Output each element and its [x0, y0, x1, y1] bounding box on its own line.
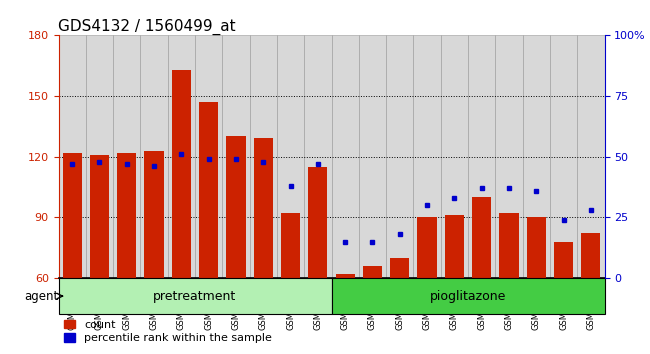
Bar	[526, 217, 546, 278]
Bar	[222, 35, 250, 278]
Bar	[523, 35, 550, 278]
Text: GDS4132 / 1560499_at: GDS4132 / 1560499_at	[58, 19, 236, 35]
Bar	[172, 70, 191, 278]
Bar	[277, 35, 304, 278]
Bar	[140, 35, 168, 278]
Bar	[550, 35, 577, 278]
Bar	[332, 278, 604, 314]
Bar	[332, 35, 359, 278]
Bar	[62, 153, 82, 278]
Bar	[254, 138, 273, 278]
Bar	[113, 35, 140, 278]
Bar	[281, 213, 300, 278]
Bar	[199, 102, 218, 278]
Bar	[577, 35, 605, 278]
Bar	[335, 274, 355, 278]
Bar	[144, 150, 164, 278]
Bar	[304, 35, 332, 278]
Bar	[390, 258, 410, 278]
Bar	[117, 153, 136, 278]
Bar	[250, 35, 277, 278]
Bar	[226, 136, 246, 278]
Text: agent: agent	[24, 290, 58, 303]
Bar	[86, 35, 113, 278]
Bar	[195, 35, 222, 278]
Bar	[554, 241, 573, 278]
Bar	[58, 278, 332, 314]
Bar	[168, 35, 195, 278]
Bar	[359, 35, 386, 278]
Text: pioglitazone: pioglitazone	[430, 290, 506, 303]
Bar	[441, 35, 468, 278]
Bar	[308, 167, 328, 278]
Bar	[499, 213, 519, 278]
Bar	[413, 35, 441, 278]
Bar	[472, 197, 491, 278]
Bar	[417, 217, 437, 278]
Bar	[468, 35, 495, 278]
Legend: count, percentile rank within the sample: count, percentile rank within the sample	[64, 320, 272, 343]
Bar	[581, 233, 601, 278]
Bar	[495, 35, 523, 278]
Bar	[386, 35, 413, 278]
Text: pretreatment: pretreatment	[153, 290, 237, 303]
Bar	[90, 155, 109, 278]
Bar	[445, 215, 464, 278]
Bar	[363, 266, 382, 278]
Bar	[58, 35, 86, 278]
